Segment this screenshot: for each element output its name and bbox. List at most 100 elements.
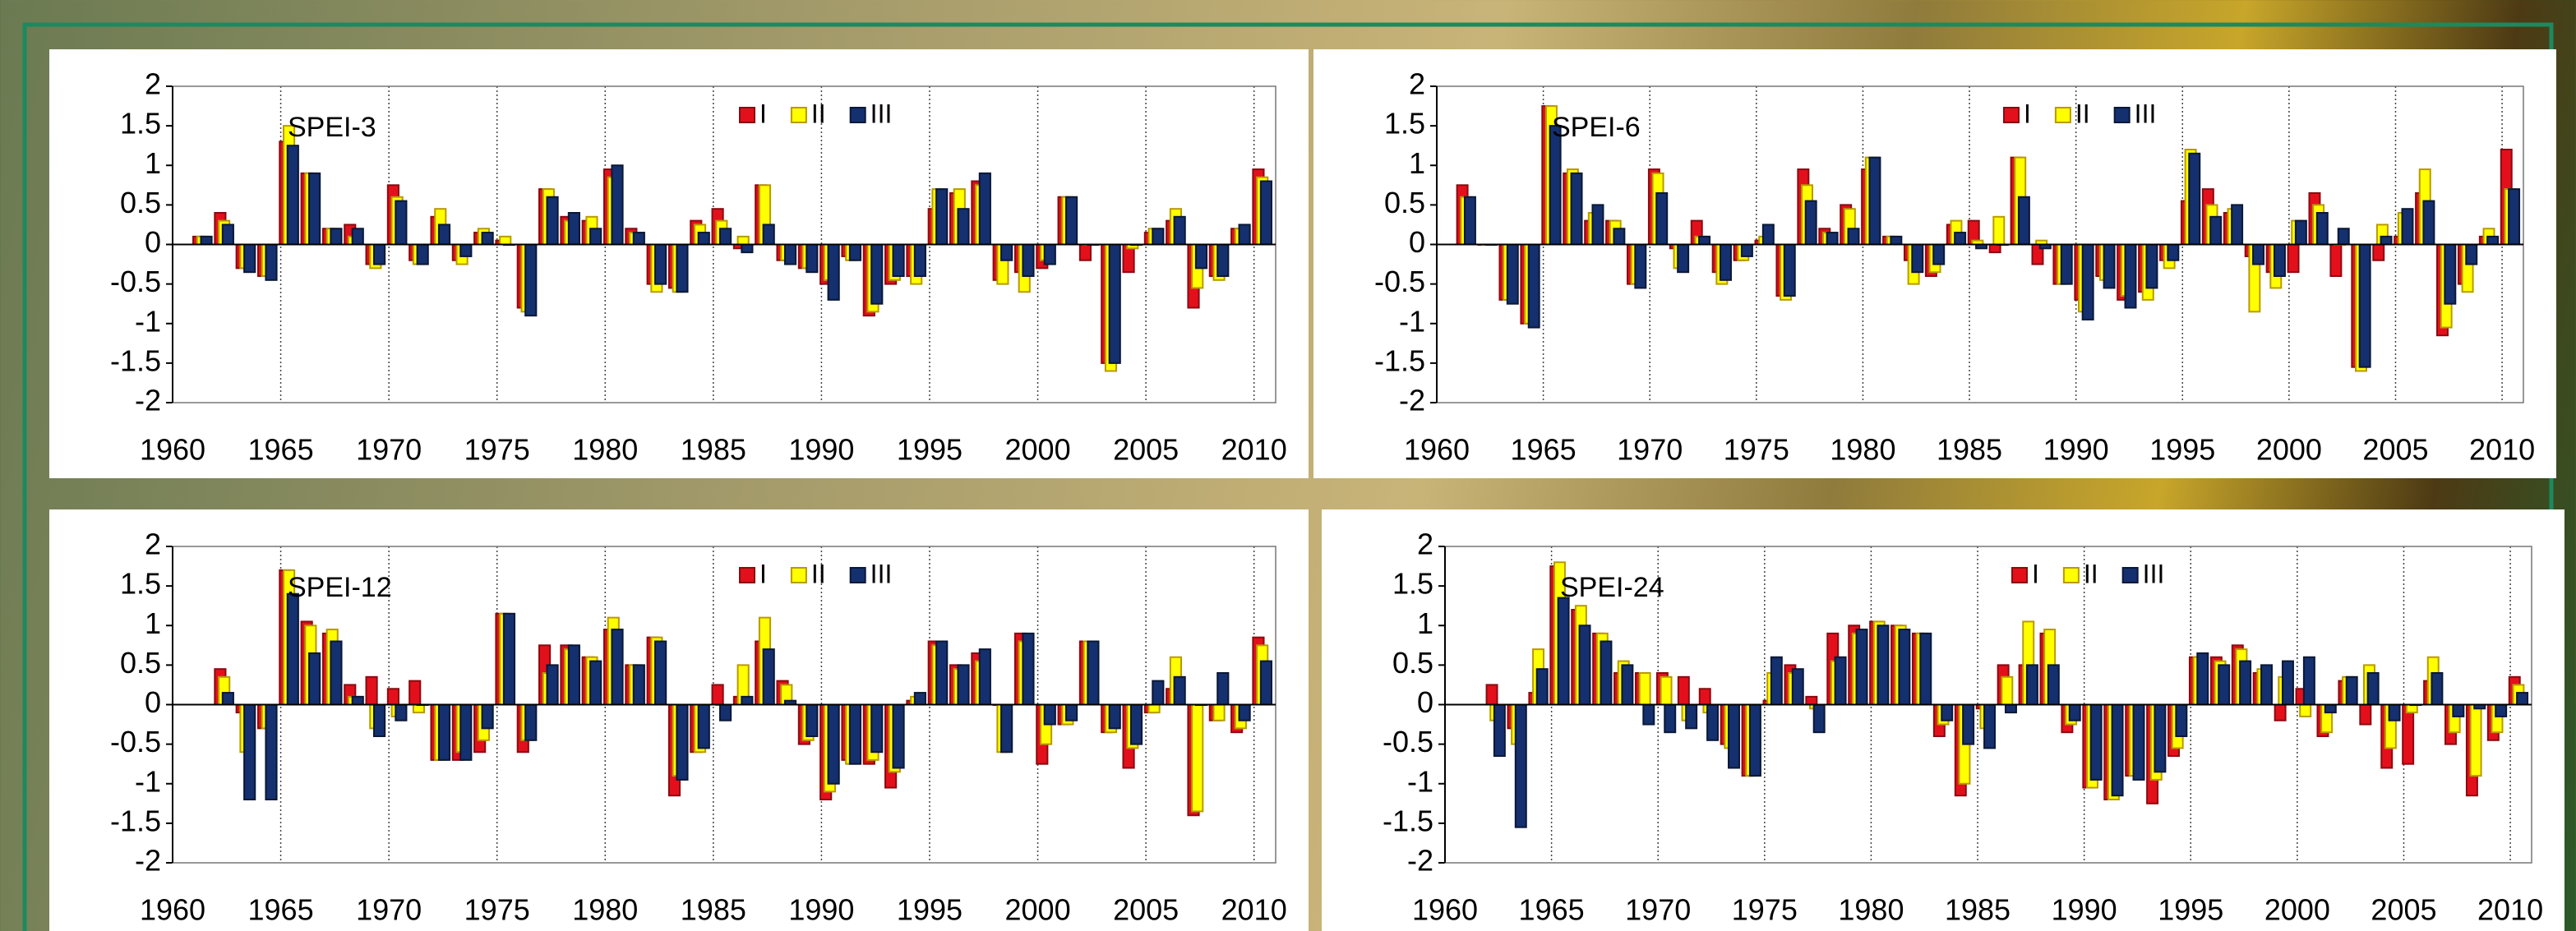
bar (1622, 665, 1632, 704)
bar (980, 649, 990, 704)
y-tick-label: 0.5 (120, 646, 161, 680)
bar (569, 645, 579, 704)
bar (1592, 205, 1603, 244)
y-tick-label: -1.5 (110, 343, 161, 377)
x-tick-label: 1965 (1519, 893, 1585, 927)
bar (720, 705, 731, 721)
bar (1707, 705, 1718, 740)
y-tick-label: -1.5 (110, 804, 161, 837)
bar (1664, 705, 1675, 733)
bar (1640, 673, 1650, 705)
bar (1213, 705, 1224, 721)
bar (871, 705, 882, 753)
legend-swatch (851, 568, 866, 583)
bar (590, 228, 601, 244)
bar (2112, 705, 2123, 796)
bar (504, 614, 515, 705)
legend-label: II (2075, 99, 2090, 128)
bar (720, 228, 731, 244)
bar (1635, 245, 1646, 288)
y-tick-label: -1 (135, 764, 161, 798)
bar (244, 705, 255, 800)
y-tick-label: -1.5 (1374, 343, 1425, 377)
bar (418, 245, 428, 265)
bar (2360, 245, 2371, 367)
bar (1516, 705, 1526, 827)
bar (915, 693, 926, 704)
x-tick-label: 1960 (1412, 893, 1478, 927)
x-tick-label: 2010 (2477, 893, 2543, 927)
bar (2240, 661, 2251, 705)
bar (1217, 245, 1228, 277)
bar (738, 237, 749, 245)
bar (309, 653, 320, 705)
bar (1192, 705, 1203, 812)
bar (699, 233, 709, 244)
figure: 1960196519701975198019851990199520002005… (0, 0, 2576, 931)
bar (1763, 224, 1774, 244)
y-tick-label: -0.5 (110, 265, 161, 298)
bar (655, 245, 666, 284)
y-tick-label: 0 (145, 685, 161, 719)
y-tick-label: 1 (1409, 146, 1425, 180)
y-tick-label: 0 (1409, 225, 1425, 259)
bar (288, 145, 298, 244)
bar (2167, 245, 2178, 260)
page: 1960196519701975198019851990199520002005… (0, 0, 2576, 931)
bar (2189, 154, 2200, 245)
bar (1149, 705, 1160, 713)
bar (655, 642, 666, 705)
y-tick-label: 2 (145, 528, 161, 561)
bar (958, 209, 968, 244)
x-tick-label: 1980 (1830, 433, 1895, 467)
bar (2403, 705, 2413, 764)
bar (676, 705, 687, 780)
bar (1700, 689, 1710, 704)
bar (2083, 245, 2094, 320)
bar (2001, 677, 2012, 705)
legend-swatch (2123, 568, 2138, 583)
bar (2444, 245, 2455, 304)
x-tick-label: 1970 (1617, 433, 1683, 467)
bar (353, 697, 363, 705)
legend-label: I (759, 559, 767, 588)
bar (1001, 245, 1012, 260)
y-tick-label: 2 (145, 67, 161, 101)
x-tick-label: 1985 (681, 893, 746, 927)
bar (1984, 705, 1995, 749)
x-tick-label: 1990 (2043, 433, 2109, 467)
bar (806, 245, 817, 273)
bar (395, 201, 406, 245)
bar (1045, 245, 1055, 265)
x-tick-label: 1975 (1732, 893, 1798, 927)
bar (1656, 193, 1667, 245)
bar (1600, 642, 1611, 705)
bar (367, 677, 377, 705)
x-tick-label: 1970 (356, 893, 422, 927)
bar (829, 245, 839, 300)
x-tick-label: 2005 (2371, 893, 2436, 927)
y-tick-label: 1 (145, 606, 161, 640)
bar (1066, 705, 1077, 721)
x-tick-label: 1970 (1625, 893, 1691, 927)
bar (1827, 233, 1838, 244)
bar (2134, 705, 2144, 780)
x-tick-label: 1995 (2149, 433, 2215, 467)
legend-label: II (811, 99, 826, 128)
bar (1175, 217, 1185, 245)
x-tick-label: 2005 (1113, 433, 1179, 467)
y-tick-label: -0.5 (110, 725, 161, 758)
bar (1993, 217, 2004, 245)
bar (785, 245, 796, 265)
bar (439, 224, 450, 244)
legend-swatch (792, 568, 806, 583)
x-tick-label: 2005 (1113, 893, 1179, 927)
bar (2070, 705, 2080, 721)
bar (288, 594, 298, 705)
bar (2347, 677, 2357, 705)
y-tick-label: 1.5 (1384, 107, 1425, 141)
legend-label: II (2084, 559, 2098, 588)
y-tick-label: 1.5 (1392, 567, 1433, 601)
bar (1152, 681, 1163, 705)
y-tick-label: -0.5 (1383, 725, 1433, 758)
